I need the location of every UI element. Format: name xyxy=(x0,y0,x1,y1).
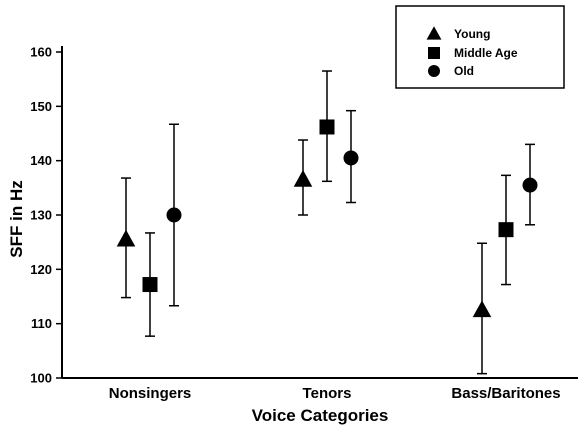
y-tick-label-120: 120 xyxy=(30,262,52,277)
point-2-square xyxy=(498,222,514,238)
y-axis-title: SFF in Hz xyxy=(7,180,26,257)
legend-label-1: Middle Age xyxy=(454,46,518,60)
point-2-triangle xyxy=(472,300,492,318)
y-tick-label-150: 150 xyxy=(30,99,52,114)
legend-marker-0-triangle xyxy=(426,26,442,40)
point-1-square xyxy=(319,119,335,135)
y-tick-label-100: 100 xyxy=(30,371,52,386)
point-2-circle xyxy=(522,177,538,193)
legend-marker-1-square xyxy=(428,47,440,59)
legend-label-2: Old xyxy=(454,64,474,78)
legend-label-0: Young xyxy=(454,27,490,41)
point-0-triangle xyxy=(116,229,136,247)
point-0-square xyxy=(142,277,158,293)
x-tick-label-2: Bass/Baritones xyxy=(451,385,560,402)
y-tick-label-160: 160 xyxy=(30,45,52,60)
point-1-triangle xyxy=(293,169,313,187)
y-tick-label-110: 110 xyxy=(31,316,52,331)
x-tick-label-1: Tenors xyxy=(303,385,352,402)
point-0-circle xyxy=(166,207,182,223)
y-tick-label-140: 140 xyxy=(30,153,52,168)
y-tick-label-130: 130 xyxy=(30,208,52,223)
point-1-circle xyxy=(343,150,359,166)
x-tick-label-0: Nonsingers xyxy=(109,385,192,402)
legend-box xyxy=(395,5,565,89)
legend-marker-2-circle xyxy=(428,65,440,77)
x-axis-title: Voice Categories xyxy=(252,406,389,425)
